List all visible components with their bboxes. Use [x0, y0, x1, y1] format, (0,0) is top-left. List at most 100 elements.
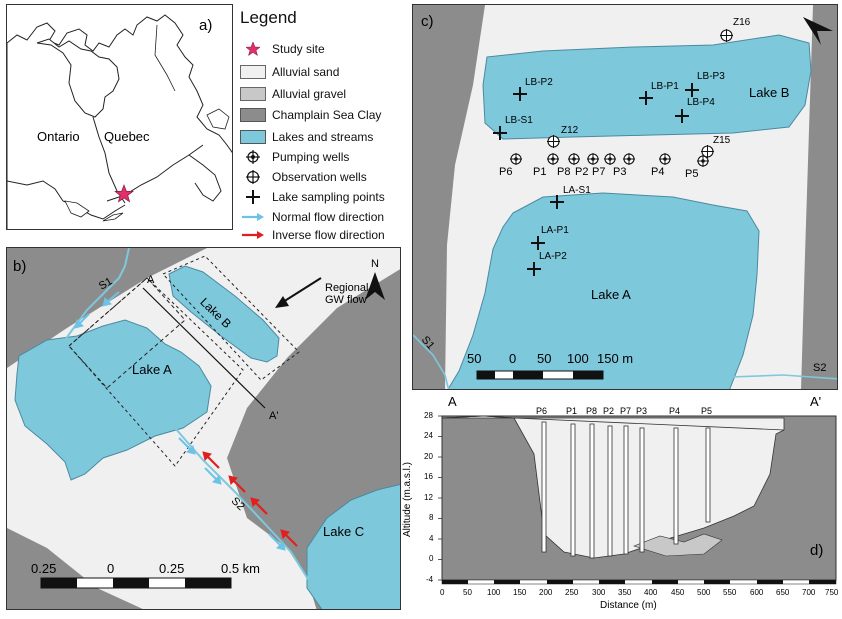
star-icon: [240, 41, 266, 57]
gw-flow-arrow-icon: [275, 296, 289, 308]
scale-label-c-2: 50: [537, 351, 552, 366]
lake-point-la-s1: [550, 195, 564, 209]
scale-label-c-4: 150 m: [597, 351, 634, 366]
x-tick-150: 150: [513, 588, 527, 597]
lake-b-b-shape: [168, 265, 280, 363]
site-map-b: [7, 248, 400, 609]
scale-label-b-1: 0: [107, 561, 115, 576]
scale-label-c-3: 100: [567, 351, 589, 366]
y-axis-ticks: [438, 415, 442, 581]
y-tick-12: 12: [424, 493, 433, 502]
lake-point-lb-p1: [639, 91, 653, 105]
panel-a-location-map: a) Ontario Quebec: [6, 4, 233, 230]
label-lake-c-b: Lake C: [323, 524, 365, 539]
well-label-p4: P4: [669, 406, 681, 416]
section-label-a-d: A: [448, 394, 457, 409]
pumping-well-p8: [568, 152, 580, 165]
lake-point-lb-p2: [513, 87, 527, 101]
x-tick-500: 500: [697, 588, 711, 597]
scale-label-b-3: 0.5 km: [221, 561, 261, 576]
normal-flow-arrows-b: [74, 291, 286, 551]
north-arrow-icon: [365, 272, 385, 300]
y-tick-8: 8: [429, 513, 434, 522]
legend-item-alluvial-gravel: Alluvial gravel: [240, 86, 346, 102]
legend: Legend Study site Alluvial sand Alluvial…: [240, 8, 410, 243]
legend-title: Legend: [240, 8, 297, 27]
label-la-p2: LA-P2: [539, 251, 567, 262]
scale-label-b-2: 0.25: [159, 561, 185, 576]
place-label-ontario: Ontario: [37, 129, 80, 144]
north-arrow-c-icon: [803, 17, 833, 45]
y-tick-28: 28: [424, 411, 433, 420]
panel-c-detail-map: c) Lake B Lake A S1 S2 LB-P2 LB-P1 LB-P3…: [412, 4, 838, 390]
label-lb-p4: LB-P4: [687, 97, 715, 108]
lake-point-lb-p3: [685, 83, 699, 97]
label-p1: P1: [533, 166, 547, 178]
well-label-p8: P8: [586, 406, 598, 416]
label-p6: P6: [499, 166, 513, 178]
x-tick-600: 600: [750, 588, 764, 597]
well-label-p3: P3: [636, 406, 648, 416]
cross-section-svg: [438, 415, 837, 585]
section-label-a-prime-b: A': [269, 410, 279, 422]
x-tick-750: 750: [825, 588, 839, 597]
observation-well-z12: [547, 135, 560, 148]
legend-item-alluvial-sand: Alluvial sand: [240, 64, 339, 80]
y-tick-24: 24: [424, 431, 433, 440]
panel-c-label: c): [421, 13, 434, 30]
x-tick-700: 700: [802, 588, 816, 597]
label-p5: P5: [685, 168, 699, 180]
x-tick-400: 400: [644, 588, 658, 597]
observation-well-icon: [240, 170, 266, 184]
label-lake-a-b: Lake A: [132, 362, 172, 377]
inverse-flow-arrows-b: [202, 451, 298, 547]
pumping-well-p1: [547, 152, 559, 165]
lake-a-b-shape: [14, 319, 212, 481]
section-label-a-b: A: [147, 274, 155, 286]
y-tick-16: 16: [424, 472, 433, 481]
x-tick-350: 350: [618, 588, 632, 597]
x-tick-50: 50: [463, 588, 472, 597]
cross-icon: [240, 190, 266, 204]
panel-d-label: d): [810, 542, 824, 559]
x-tick-0: 0: [440, 588, 445, 597]
pumping-well-p6: [510, 152, 522, 165]
y-tick-minus-4: -4: [426, 575, 434, 584]
scale-bar-c: [476, 370, 604, 380]
y-axis-label: Altitude (m.a.s.l.): [402, 461, 414, 538]
label-p7: P7: [592, 166, 606, 178]
label-la-s1: LA-S1: [563, 185, 591, 196]
scale-label-c-1: 0: [509, 351, 517, 366]
label-lake-a-c: Lake A: [591, 287, 631, 302]
x-axis-label: Distance (m): [600, 600, 657, 611]
x-tick-450: 450: [671, 588, 685, 597]
y-tick-20: 20: [424, 452, 433, 461]
pumping-well-p4: [659, 152, 671, 165]
lake-point-la-p1: [531, 236, 545, 250]
lake-c-b-shape: [306, 483, 400, 609]
x-tick-300: 300: [592, 588, 606, 597]
panel-b-site-map: b) Lake A Lake B Lake C S1 S2 A A' Regio…: [6, 247, 401, 610]
x-tick-250: 250: [565, 588, 579, 597]
label-z16: Z16: [733, 17, 751, 28]
observation-well-z15: [701, 145, 714, 158]
scale-label-b-0: 0.25: [31, 561, 57, 576]
label-lb-s1: LB-S1: [505, 115, 533, 126]
observation-well-z16: [720, 29, 733, 42]
well-label-p1: P1: [566, 406, 578, 416]
x-tick-650: 650: [776, 588, 790, 597]
champlain-sea-clay-swatch: [240, 108, 266, 122]
pumping-well-p3: [623, 152, 635, 165]
lake-point-la-p2: [527, 262, 541, 276]
lakes-swatch: [240, 130, 266, 144]
legend-item-lake-sampling-points: Lake sampling points: [240, 189, 385, 205]
legend-item-inverse-flow: Inverse flow direction: [240, 227, 385, 243]
canada-map: [7, 5, 232, 229]
section-label-a-prime-d: A': [810, 394, 822, 409]
well-label-p6: P6: [536, 406, 548, 416]
y-tick-4: 4: [429, 534, 434, 543]
panel-a-label: a): [199, 17, 213, 34]
cross-section-wells: [541, 421, 711, 559]
lake-point-lb-p4: [675, 109, 689, 123]
lake-b-c-shape: [482, 34, 812, 140]
